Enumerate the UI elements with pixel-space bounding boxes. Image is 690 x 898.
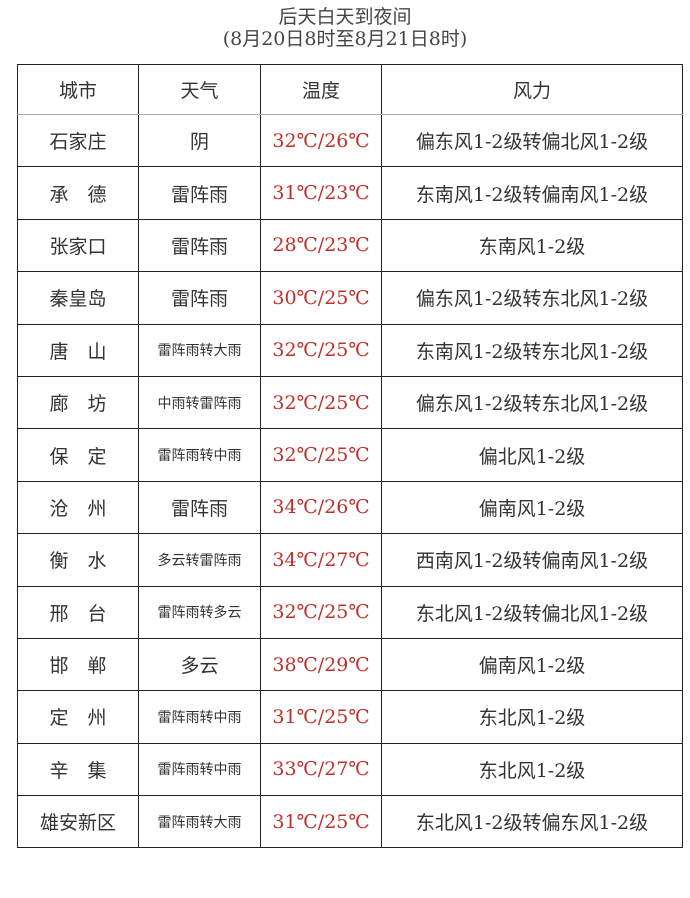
city-cell: 雄安新区 — [17, 795, 139, 849]
wind-cell: 东北风1-2级 — [381, 742, 683, 797]
temperature-cell: 28℃/23℃ — [260, 218, 382, 273]
wind-cell: 偏北风1-2级 — [381, 428, 683, 482]
table-row: 张家口 雷阵雨 28℃/23℃ 东南风1-2级 — [17, 218, 683, 273]
header-city: 城市 — [17, 64, 139, 115]
weather-cell: 雷阵雨转中雨 — [138, 690, 261, 744]
wind-cell: 东南风1-2级 — [381, 218, 683, 273]
weather-cell: 雷阵雨 — [138, 480, 261, 535]
temperature-cell: 32℃/26℃ — [260, 113, 382, 168]
wind-cell: 偏东风1-2级转东北风1-2级 — [381, 271, 683, 325]
wind-cell: 偏东风1-2级转东北风1-2级 — [381, 375, 683, 430]
city-cell: 衡 水 — [17, 533, 139, 587]
city-cell: 邯 郸 — [17, 637, 139, 692]
city-cell: 保 定 — [17, 428, 139, 482]
table-row: 邯 郸多云 38℃/29℃ 偏南风1-2级 — [17, 637, 683, 692]
wind-cell: 西南风1-2级转偏南风1-2级 — [381, 533, 683, 587]
temperature-cell: 30℃/25℃ — [260, 271, 382, 325]
table-row: 雄安新区 雷阵雨转大雨 31℃/25℃ 东北风1-2级转偏东风1-2级 — [17, 795, 683, 849]
wind-cell: 东北风1-2级转偏北风1-2级 — [381, 585, 683, 639]
wind-cell: 东北风1-2级转偏东风1-2级 — [381, 795, 683, 849]
weather-cell: 中雨转雷阵雨 — [138, 375, 261, 430]
city-cell: 唐 山 — [17, 323, 139, 377]
table-row: 承 德雷阵雨 31℃/23℃ 东南风1-2级转偏南风1-2级 — [17, 166, 683, 220]
weather-cell: 雷阵雨转多云 — [138, 585, 261, 639]
temperature-cell: 32℃/25℃ — [260, 428, 382, 482]
weather-cell: 雷阵雨 — [138, 166, 261, 220]
temperature-cell: 34℃/26℃ — [260, 480, 382, 535]
weather-cell: 多云转雷阵雨 — [138, 533, 261, 587]
table-header-row: 城市 天气 温度 风力 — [17, 64, 683, 115]
wind-cell: 偏南风1-2级 — [381, 637, 683, 692]
table-row: 石家庄阴 32℃/26℃ 偏东风1-2级转偏北风1-2级 — [17, 113, 683, 168]
page-subtitle: (8月20日8时至8月21日8时) — [222, 28, 468, 50]
temperature-cell: 32℃/25℃ — [260, 585, 382, 639]
weather-cell: 雷阵雨转大雨 — [138, 323, 261, 377]
table-row: 沧 州雷阵雨 34℃/26℃ 偏南风1-2级 — [17, 480, 683, 535]
weather-cell: 雷阵雨 — [138, 218, 261, 273]
temperature-cell: 31℃/23℃ — [260, 166, 382, 220]
weather-cell: 雷阵雨 — [138, 271, 261, 325]
table-row: 邢 台雷阵雨转多云 32℃/25℃ 东北风1-2级转偏北风1-2级 — [17, 585, 683, 639]
table-row: 秦皇岛 雷阵雨 30℃/25℃ 偏东风1-2级转东北风1-2级 — [17, 271, 683, 325]
wind-cell: 东南风1-2级转偏南风1-2级 — [381, 166, 683, 220]
wind-cell: 东北风1-2级 — [381, 690, 683, 744]
temperature-cell: 31℃/25℃ — [260, 690, 382, 744]
city-cell: 定 州 — [17, 690, 139, 744]
wind-cell: 偏南风1-2级 — [381, 480, 683, 535]
weather-cell: 雷阵雨转中雨 — [138, 428, 261, 482]
table-row: 辛 集雷阵雨转中雨 33℃/27℃ 东北风1-2级 — [17, 742, 683, 797]
table-row: 衡 水多云转雷阵雨 34℃/27℃ 西南风1-2级转偏南风1-2级 — [17, 533, 683, 587]
temperature-cell: 32℃/25℃ — [260, 323, 382, 377]
city-cell: 廊 坊 — [17, 375, 139, 430]
weather-cell: 阴 — [138, 113, 261, 168]
city-cell: 张家口 — [17, 218, 139, 273]
city-cell: 辛 集 — [17, 742, 139, 797]
city-cell: 秦皇岛 — [17, 271, 139, 325]
wind-cell: 偏东风1-2级转偏北风1-2级 — [381, 113, 683, 168]
temperature-cell: 34℃/27℃ — [260, 533, 382, 587]
city-cell: 石家庄 — [17, 113, 139, 168]
weather-cell: 雷阵雨转中雨 — [138, 742, 261, 797]
page-title: 后天白天到夜间 — [278, 6, 412, 28]
temperature-cell: 38℃/29℃ — [260, 637, 382, 692]
city-cell: 沧 州 — [17, 480, 139, 535]
header-weather: 天气 — [138, 64, 261, 115]
header-temperature: 温度 — [260, 64, 382, 115]
forecast-table: 城市 天气 温度 风力 石家庄阴 32℃/26℃ 偏东风1-2级转偏北风1-2级承 … — [17, 64, 683, 849]
weather-cell: 雷阵雨转大雨 — [138, 795, 261, 849]
temperature-cell: 32℃/25℃ — [260, 375, 382, 430]
city-cell: 邢 台 — [17, 585, 139, 639]
table-row: 唐 山雷阵雨转大雨 32℃/25℃ 东南风1-2级转东北风1-2级 — [17, 323, 683, 377]
table-row: 廊 坊中雨转雷阵雨 32℃/25℃ 偏东风1-2级转东北风1-2级 — [17, 375, 683, 430]
header-wind: 风力 — [381, 64, 683, 115]
table-row: 保 定雷阵雨转中雨 32℃/25℃ 偏北风1-2级 — [17, 428, 683, 482]
weather-cell: 多云 — [138, 637, 261, 692]
temperature-cell: 31℃/25℃ — [260, 795, 382, 849]
table-row: 定 州雷阵雨转中雨 31℃/25℃ 东北风1-2级 — [17, 690, 683, 744]
temperature-cell: 33℃/27℃ — [260, 742, 382, 797]
wind-cell: 东南风1-2级转东北风1-2级 — [381, 323, 683, 377]
city-cell: 承 德 — [17, 166, 139, 220]
